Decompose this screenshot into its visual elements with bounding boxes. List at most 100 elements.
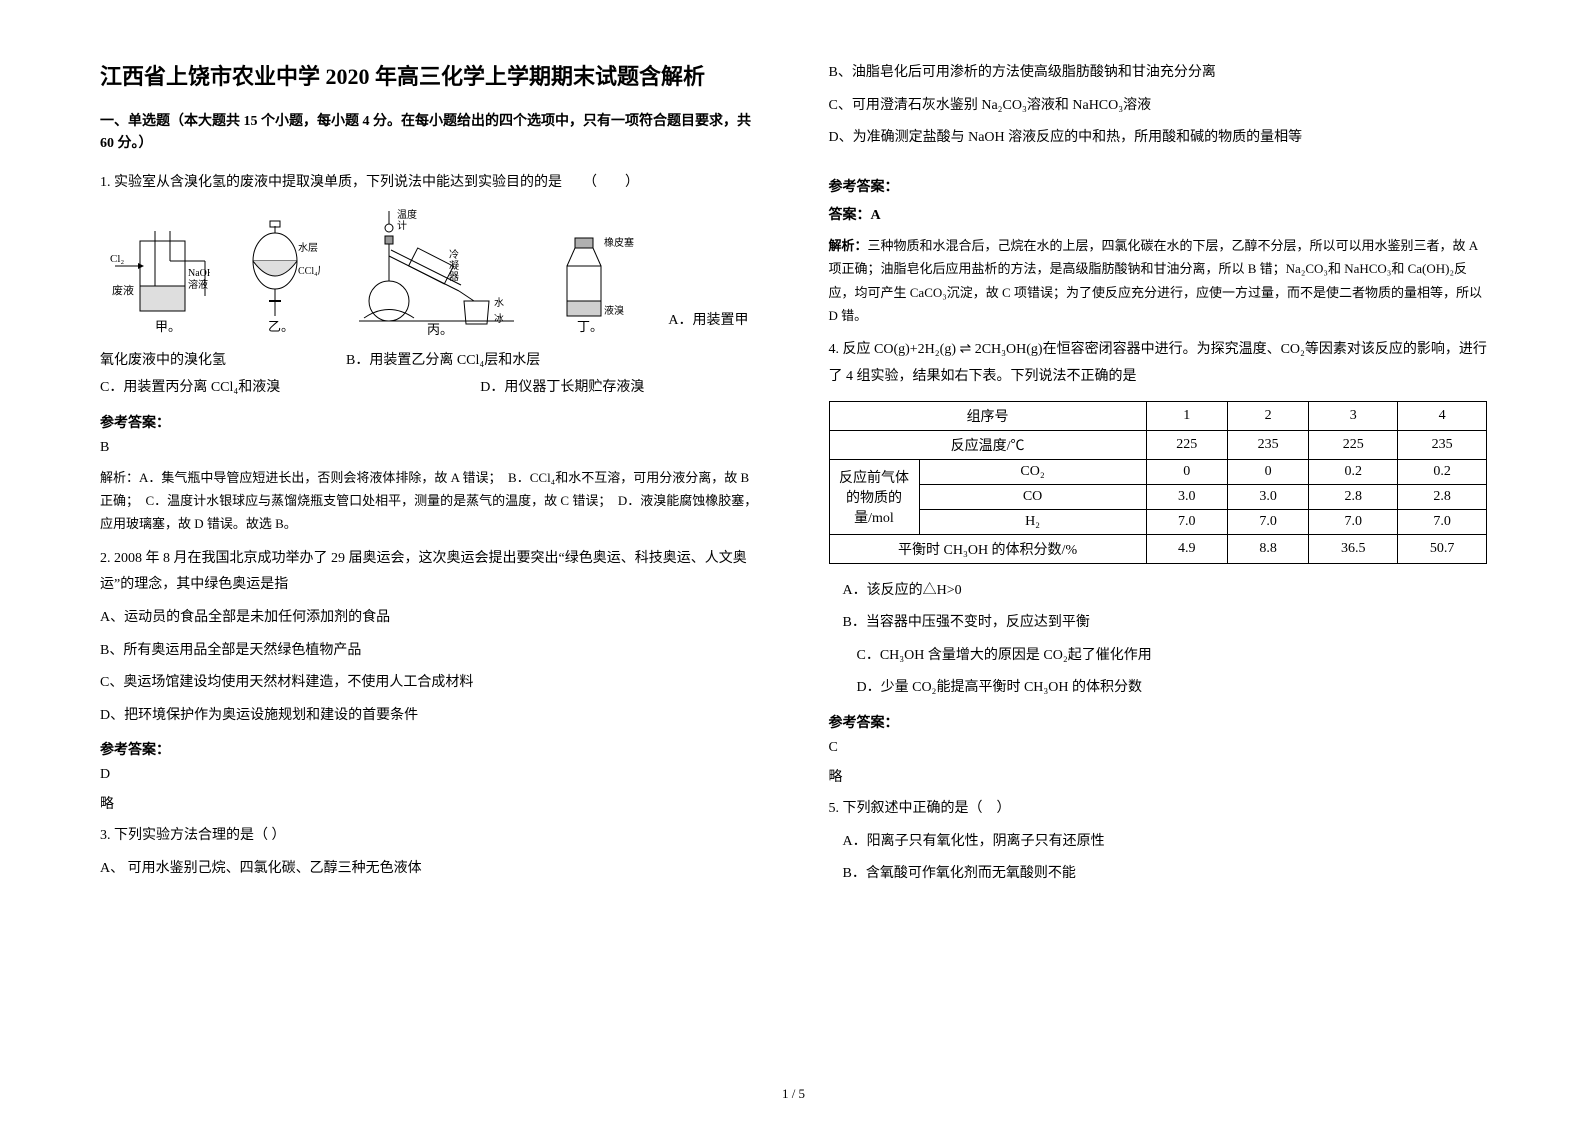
table-row: H₂ 7.0 7.0 7.0 7.0 — [829, 509, 1487, 534]
cell: 0 — [1146, 459, 1227, 484]
q4-optB: B．当容器中压强不变时，反应达到平衡 — [843, 610, 1488, 637]
q1-optA-head: A．用装置甲 — [668, 308, 748, 335]
cell: 4.9 — [1146, 534, 1227, 563]
svg-text:计: 计 — [397, 219, 407, 232]
cell: 3.0 — [1227, 484, 1308, 509]
svg-text:水层: 水层 — [298, 242, 318, 254]
q2-optB: B、所有奥运用品全部是天然绿色植物产品 — [100, 638, 759, 665]
svg-text:器: 器 — [449, 271, 459, 283]
q4-lue: 略 — [829, 766, 1488, 786]
doc-title: 江西省上饶市农业中学 2020 年高三化学上学期期末试题含解析 — [100, 60, 759, 93]
cell-mol-head: 反应前气体的物质的量/mol — [829, 459, 919, 534]
cell: 1 — [1146, 401, 1227, 430]
q2-answer-heading: 参考答案： — [100, 739, 759, 759]
table-row: 组序号 1 2 3 4 — [829, 401, 1487, 430]
q2-optD: D、把环境保护作为奥运设施规划和建设的首要条件 — [100, 703, 759, 730]
q5-optB: B．含氧酸可作氧化剂而无氧酸则不能 — [829, 861, 1488, 888]
svg-text:丙。: 丙。 — [427, 322, 453, 336]
cell: 0.2 — [1398, 459, 1487, 484]
apparatus-yi: 水层 CCl₄层 乙。 — [240, 216, 320, 340]
table-row: 平衡时 CH₃OH 的体积分数/% 4.9 8.8 36.5 50.7 — [829, 534, 1487, 563]
apparatus-ding: 橡皮塞 液溴 丁。 — [549, 226, 639, 340]
q2-optC: C、奥运场馆建设均使用天然材料建造，不使用人工合成材料 — [100, 670, 759, 697]
q1-optB: B．用装置乙分离 CCl₄层和水层 — [346, 348, 540, 375]
svg-text:液溴: 液溴 — [604, 304, 624, 317]
cell: CO₂ — [919, 459, 1146, 484]
cell: 50.7 — [1398, 534, 1487, 563]
q3-exp-text: 三种物质和水混合后，己烷在水的上层，四氯化碳在水的下层，乙醇不分层，所以可以用水… — [829, 238, 1482, 323]
cell-frac-head: 平衡时 CH₃OH 的体积分数/% — [829, 534, 1146, 563]
q4-optC: C．CH₃OH 含量增大的原因是 CO₂起了催化作用 — [843, 643, 1488, 670]
q3-explanation: 解析：三种物质和水混合后，己烷在水的上层，四氯化碳在水的下层，乙醇不分层，所以可… — [829, 234, 1488, 328]
svg-text:冷: 冷 — [449, 248, 459, 261]
question-5: 5. 下列叙述中正确的是（ ） A．阳离子只有氧化性，阴离子只有还原性 B．含氧… — [829, 796, 1488, 888]
q5-optA: A．阳离子只有氧化性，阴离子只有还原性 — [829, 829, 1488, 856]
sep-funnel-icon: 水层 CCl₄层 乙。 — [240, 216, 320, 336]
q1-optA-tail: 氧化废液中的溴化氢 — [100, 348, 226, 375]
q5-stem: 5. 下列叙述中正确的是（ ） — [829, 796, 1488, 823]
q1-explanation: 解析：A．集气瓶中导管应短进长出，否则会将液体排除，故 A 错误； B．CCl₄… — [100, 466, 759, 536]
svg-text:废液: 废液 — [112, 283, 134, 297]
q2-stem: 2. 2008 年 8 月在我国北京成功举办了 29 届奥运会，这次奥运会提出要… — [100, 546, 759, 599]
question-2: 2. 2008 年 8 月在我国北京成功举办了 29 届奥运会，这次奥运会提出要… — [100, 546, 759, 814]
svg-text:NaOH: NaOH — [188, 268, 210, 279]
page-number: 1 / 5 — [0, 1086, 1587, 1102]
cell-temp-head: 反应温度/℃ — [829, 430, 1146, 459]
q1-stem: 1. 实验室从含溴化氢的废液中提取溴单质，下列说法中能达到实验目的的是 （ ） — [100, 170, 759, 197]
table-row: 反应前气体的物质的量/mol CO₂ 0 0 0.2 0.2 — [829, 459, 1487, 484]
cell: 8.8 — [1227, 534, 1308, 563]
cell: 36.5 — [1309, 534, 1398, 563]
q4-stem: 4. 反应 CO(g)+2H₂(g) ⇌ 2CH₃OH(g)在恒容密闭容器中进行… — [829, 337, 1488, 390]
svg-text:凝: 凝 — [449, 260, 459, 272]
q4-optD: D．少量 CO₂能提高平衡时 CH₃OH 的体积分数 — [843, 675, 1488, 702]
cell: 235 — [1227, 430, 1308, 459]
distillation-icon: 温度 计 冷 凝 器 水 冰 丙。 — [349, 206, 519, 336]
cell: 225 — [1309, 430, 1398, 459]
cell: 2 — [1227, 401, 1308, 430]
q3-optA: A、 可用水鉴别己烷、四氯化碳、乙醇三种无色液体 — [100, 856, 759, 883]
cell: 7.0 — [1398, 509, 1487, 534]
table-row: CO 3.0 3.0 2.8 2.8 — [829, 484, 1487, 509]
q4-data-table: 组序号 1 2 3 4 反应温度/℃ 225 235 225 235 反应前气体… — [829, 401, 1488, 564]
q3-exp-label: 解析： — [829, 238, 868, 253]
cell: H₂ — [919, 509, 1146, 534]
cell: 0.2 — [1309, 459, 1398, 484]
cell: 235 — [1398, 430, 1487, 459]
cell: 7.0 — [1146, 509, 1227, 534]
q2-lue: 略 — [100, 793, 759, 813]
question-3: 3. 下列实验方法合理的是（ ） A、 可用水鉴别己烷、四氯化碳、乙醇三种无色液… — [100, 823, 759, 882]
cell: 7.0 — [1309, 509, 1398, 534]
q1-diagram: Cl₂ 废液 NaOH 溶液 甲。 — [100, 202, 759, 342]
table-row: 反应温度/℃ 225 235 225 235 — [829, 430, 1487, 459]
cell: 4 — [1398, 401, 1487, 430]
svg-text:丁。: 丁。 — [577, 319, 603, 334]
cell: 2.8 — [1398, 484, 1487, 509]
question-1: 1. 实验室从含溴化氢的废液中提取溴单质，下列说法中能达到实验目的的是 （ ） … — [100, 170, 759, 536]
svg-text:冰: 冰 — [494, 312, 504, 325]
q3-optD: D、为准确测定盐酸与 NaOH 溶液反应的中和热，所用酸和碱的物质的量相等 — [829, 125, 1488, 152]
cl2-label: Cl₂ — [110, 253, 124, 265]
q4-answer: C — [829, 740, 1488, 756]
bottle-icon: 橡皮塞 液溴 丁。 — [549, 226, 639, 336]
q4-answer-heading: 参考答案： — [829, 712, 1488, 732]
svg-text:乙。: 乙。 — [268, 319, 294, 334]
q3-answer-heading: 参考答案： — [829, 176, 1488, 196]
q1-optD: D．用仪器丁长期贮存液溴 — [480, 375, 644, 402]
q3-stem: 3. 下列实验方法合理的是（ ） — [100, 823, 759, 850]
q2-answer: D — [100, 767, 759, 783]
cell: 0 — [1227, 459, 1308, 484]
question-4: 4. 反应 CO(g)+2H₂(g) ⇌ 2CH₃OH(g)在恒容密闭容器中进行… — [829, 337, 1488, 786]
q1-answer: B — [100, 440, 759, 456]
cell-group-head: 组序号 — [829, 401, 1146, 430]
q1-answer-heading: 参考答案： — [100, 412, 759, 432]
q3-optB: B、油脂皂化后可用渗析的方法使高级脂肪酸钠和甘油充分分离 — [829, 60, 1488, 87]
q1-optC: C．用装置丙分离 CCl₄和液溴 — [100, 375, 280, 402]
cell: 225 — [1146, 430, 1227, 459]
apparatus-bing: 温度 计 冷 凝 器 水 冰 丙。 — [349, 206, 519, 340]
cell: 3.0 — [1146, 484, 1227, 509]
cell: 2.8 — [1309, 484, 1398, 509]
cell: 3 — [1309, 401, 1398, 430]
question-3-cont: B、油脂皂化后可用渗析的方法使高级脂肪酸钠和甘油充分分离 C、可用澄清石灰水鉴别… — [829, 60, 1488, 327]
flask-gas-icon: Cl₂ 废液 NaOH 溶液 甲。 — [110, 226, 210, 336]
cell: CO — [919, 484, 1146, 509]
